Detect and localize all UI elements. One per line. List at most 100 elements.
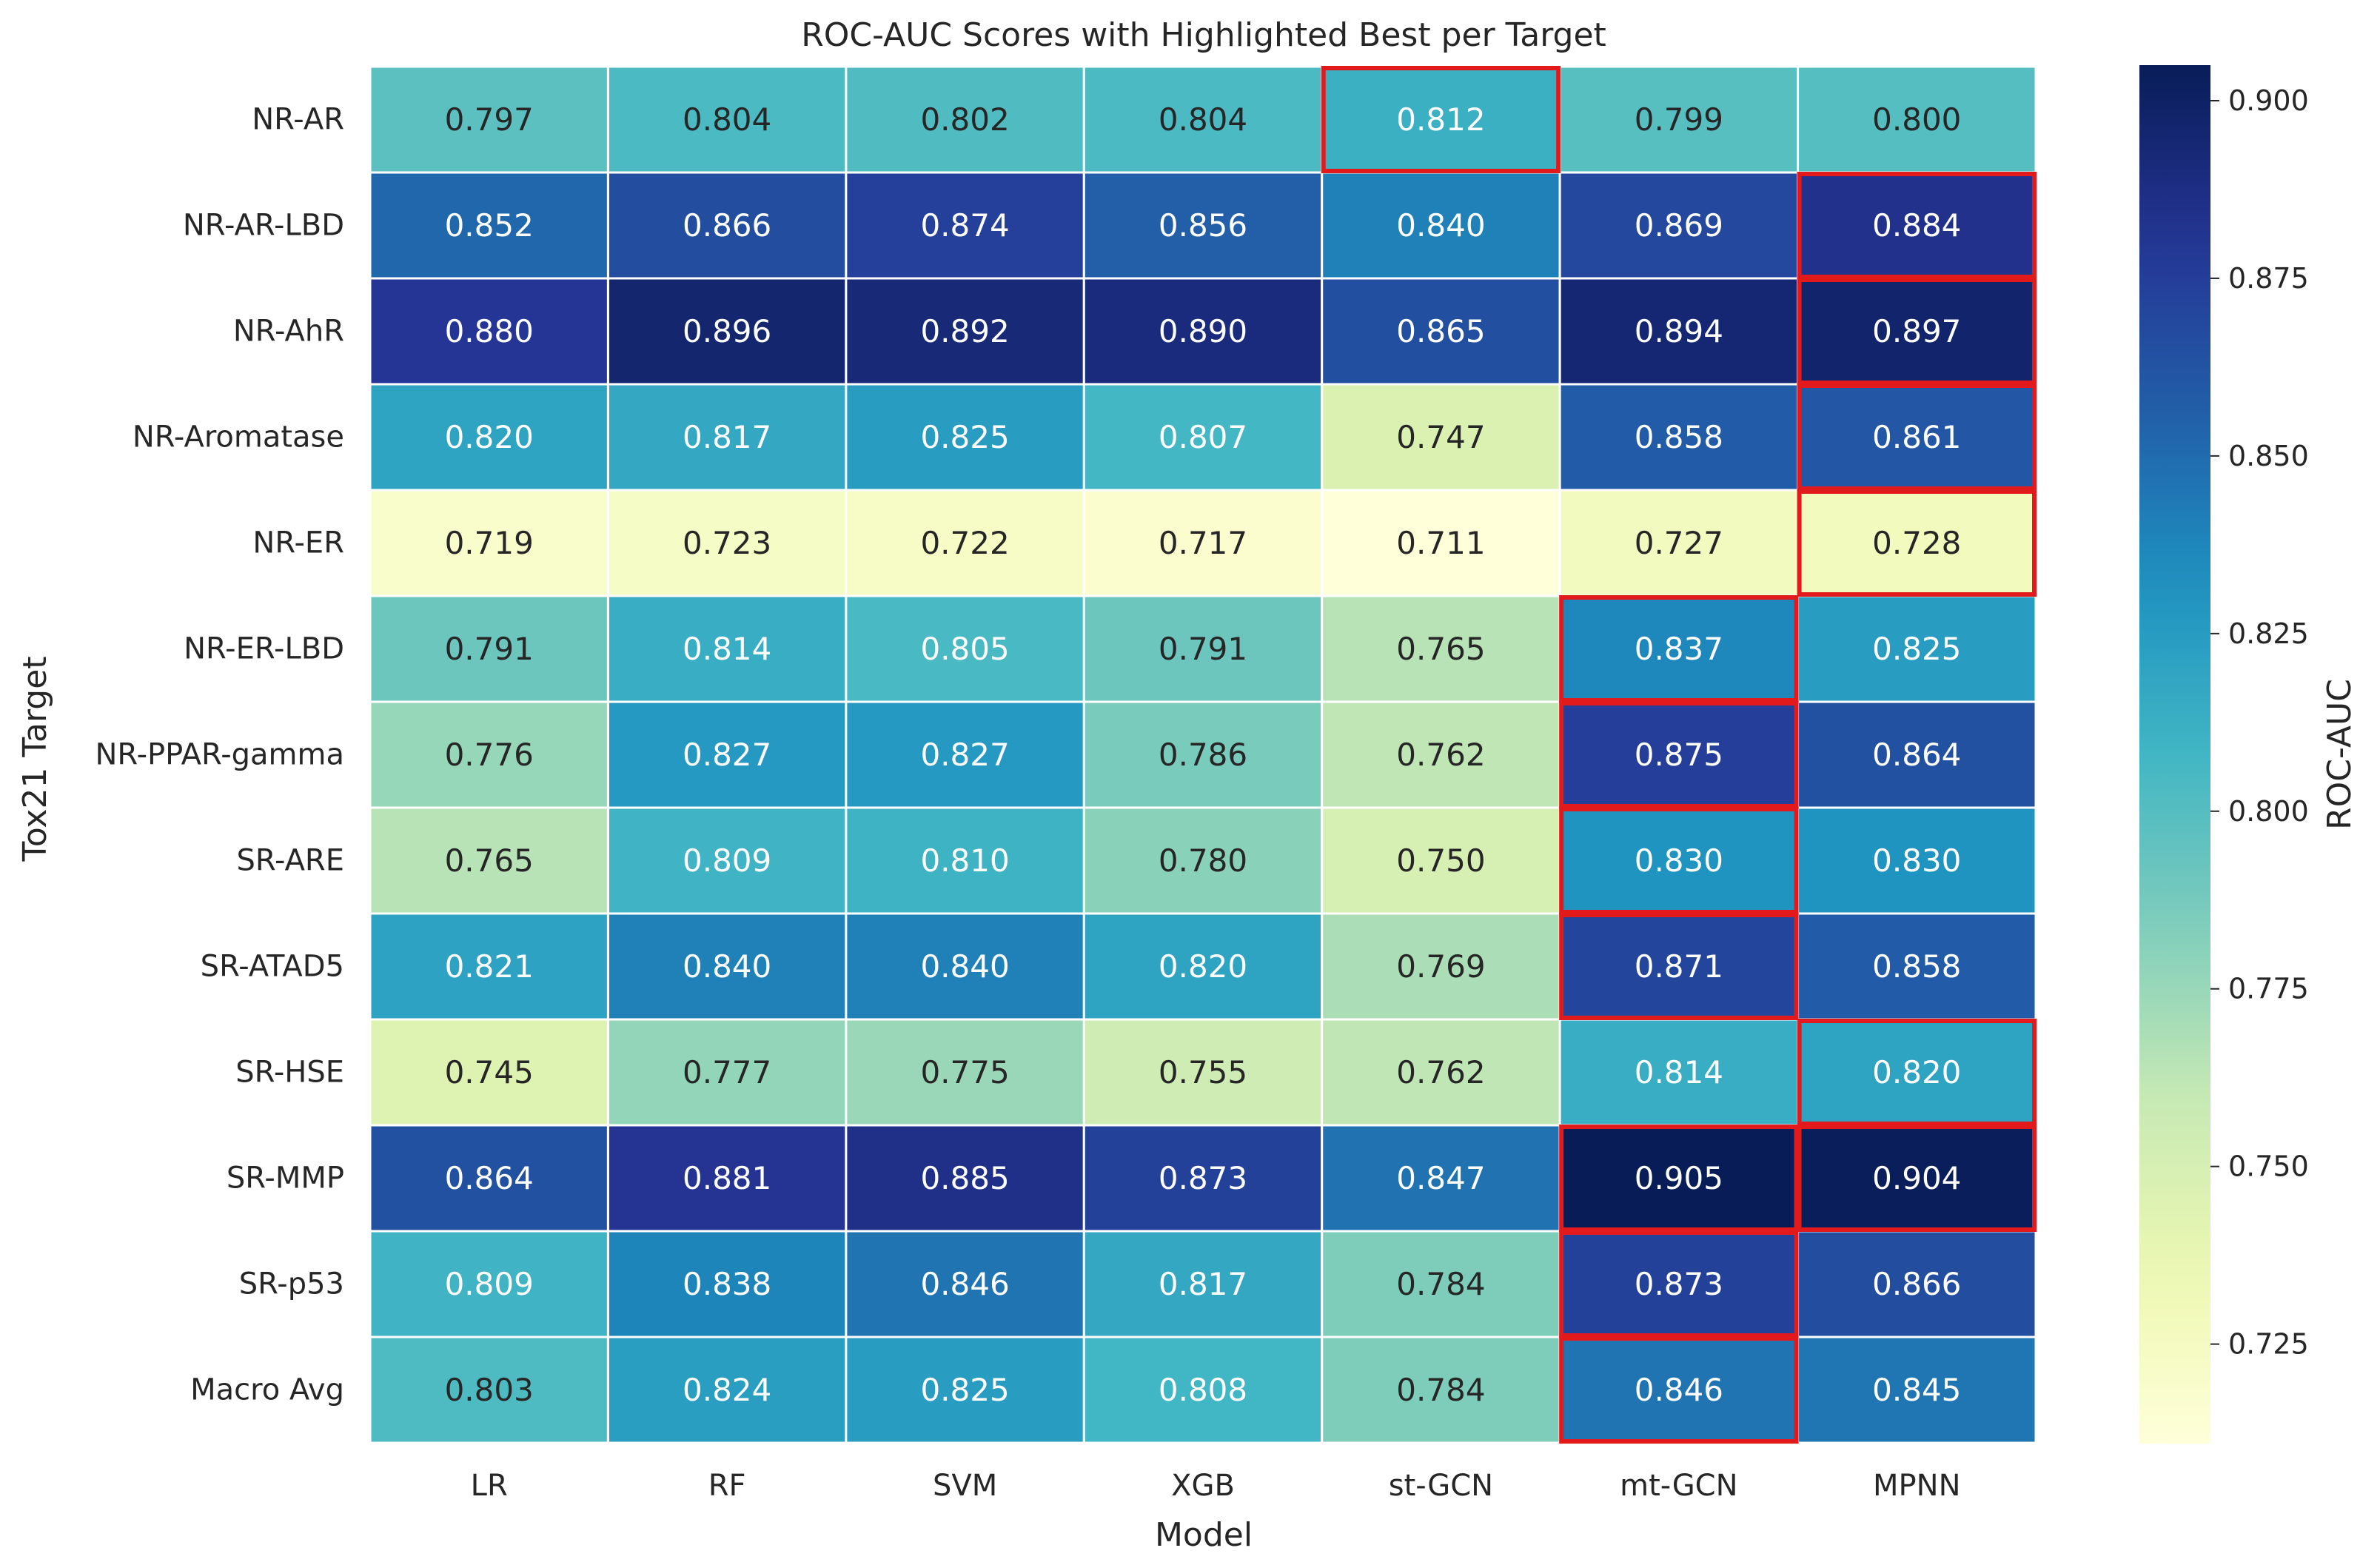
heatmap-cell xyxy=(1321,1124,1561,1233)
cell-value-label: 0.825 xyxy=(1872,631,1961,667)
cell-value-label: 0.885 xyxy=(920,1160,1009,1196)
cell-value-label: 0.827 xyxy=(920,737,1009,773)
heatmap-cell xyxy=(845,1124,1085,1233)
cell-value-label: 0.803 xyxy=(445,1372,534,1408)
cell-value-label: 0.745 xyxy=(445,1054,534,1090)
cell-value-label: 0.873 xyxy=(1159,1160,1247,1196)
heatmap-cell xyxy=(369,594,609,703)
heatmap-cell xyxy=(1797,806,2037,915)
heatmap-cell xyxy=(1797,1018,2037,1127)
cell-value-label: 0.780 xyxy=(1159,842,1247,879)
x-tick-mt-gcn: mt-GCN xyxy=(1620,1469,1737,1503)
cell-value-label: 0.807 xyxy=(1159,419,1247,455)
heatmap-cell xyxy=(369,1336,609,1444)
y-tick-nr-er-lbd: NR-ER-LBD xyxy=(184,632,344,666)
best-score-highlight xyxy=(1559,595,1799,703)
y-tick-sr-hse: SR-HSE xyxy=(235,1056,344,1090)
heatmap-cell xyxy=(369,65,609,174)
colorbar-label: ROC-AUC xyxy=(2321,679,2359,830)
heatmap-cell xyxy=(1558,383,1800,492)
heatmap-cell xyxy=(369,700,609,809)
heatmap-cell xyxy=(845,594,1085,703)
cell-value-label: 0.817 xyxy=(1159,1266,1247,1302)
cell-value-label: 0.896 xyxy=(683,313,771,349)
best-score-highlight xyxy=(1559,913,1799,1020)
cell-value-label: 0.821 xyxy=(445,948,534,985)
heatmap-cell xyxy=(845,171,1085,280)
heatmap-cell xyxy=(845,489,1085,597)
best-score-highlight xyxy=(1797,1125,2037,1232)
cell-value-label: 0.881 xyxy=(683,1160,771,1196)
y-tick-nr-aromatase: NR-Aromatase xyxy=(133,420,344,455)
x-tick-st-gcn: st-GCN xyxy=(1389,1469,1493,1503)
best-score-highlight xyxy=(1559,701,1799,808)
heatmap-cell xyxy=(1797,1124,2037,1233)
colorbar-tick-label: 0.825 xyxy=(2228,617,2309,650)
cell-value-label: 0.809 xyxy=(445,1266,534,1302)
y-tick-sr-mmp: SR-MMP xyxy=(227,1162,344,1196)
heatmap-cell xyxy=(1797,700,2037,809)
cell-value-label: 0.825 xyxy=(920,1372,1009,1408)
heatmap-cell xyxy=(1558,806,1800,915)
cell-value-label: 0.861 xyxy=(1872,419,1961,455)
heatmap-cell xyxy=(369,806,609,915)
cell-value-label: 0.856 xyxy=(1159,207,1247,244)
heatmap-cells xyxy=(369,65,2037,1444)
best-score-highlight xyxy=(1321,66,1561,173)
colorbar-tick-label: 0.750 xyxy=(2228,1150,2309,1183)
cell-value-label: 0.873 xyxy=(1635,1266,1723,1302)
heatmap-cell xyxy=(1558,1124,1800,1233)
best-score-highlight xyxy=(1797,172,2037,279)
cell-value-label: 0.869 xyxy=(1635,207,1723,244)
cell-value-label: 0.852 xyxy=(445,207,534,244)
cell-value-label: 0.786 xyxy=(1159,737,1247,773)
heatmap-cell xyxy=(1082,383,1324,492)
cell-value-label: 0.722 xyxy=(920,525,1009,561)
cell-value-label: 0.880 xyxy=(445,313,534,349)
cell-value-label: 0.802 xyxy=(920,101,1009,138)
y-tick-macro-avg: Macro Avg xyxy=(190,1373,344,1407)
cell-value-label: 0.904 xyxy=(1872,1160,1961,1196)
cell-value-label: 0.809 xyxy=(683,842,771,879)
x-axis-label: Model xyxy=(1155,1516,1253,1554)
cell-value-label: 0.808 xyxy=(1159,1372,1247,1408)
best-score-highlight xyxy=(1559,1230,1799,1338)
cell-value-label: 0.762 xyxy=(1396,737,1485,773)
cell-value-label: 0.810 xyxy=(920,842,1009,879)
heatmap-cell xyxy=(845,700,1085,809)
cell-value-label: 0.840 xyxy=(683,948,771,985)
cell-value-label: 0.800 xyxy=(1872,101,1961,138)
colorbar-tick-label: 0.900 xyxy=(2228,84,2309,117)
cell-value-label: 0.711 xyxy=(1396,525,1485,561)
colorbar xyxy=(2139,65,2210,1444)
best-score-highlight xyxy=(1797,1019,2037,1126)
cell-value-label: 0.840 xyxy=(920,948,1009,985)
colorbar-tick-label: 0.850 xyxy=(2228,440,2309,472)
heatmap-cell xyxy=(606,594,848,703)
colorbar-ticks: 0.725 0.750 0.775 0.800 0.825 0.850 0.875 0.900 xyxy=(2210,84,2309,1361)
y-tick-nr-ppar-gamma: NR-PPAR-gamma xyxy=(95,738,344,772)
cell-value-label: 0.812 xyxy=(1396,101,1485,138)
heatmap-cell xyxy=(1558,277,1800,386)
y-tick-sr-p53: SR-p53 xyxy=(239,1267,344,1301)
x-axis-tick-labels: LR RF SVM XGB st-GCN mt-GCN MPNN xyxy=(471,1469,1961,1503)
cell-value-label: 0.820 xyxy=(445,419,534,455)
cell-value-label: 0.864 xyxy=(445,1160,534,1196)
cell-value-label: 0.814 xyxy=(1635,1054,1723,1090)
heatmap-cell xyxy=(1321,806,1561,915)
cell-value-label: 0.838 xyxy=(683,1266,771,1302)
best-score-highlight xyxy=(1797,489,2037,597)
cell-value-label: 0.719 xyxy=(445,525,534,561)
cell-value-label: 0.892 xyxy=(920,313,1009,349)
cell-value-label: 0.784 xyxy=(1396,1372,1485,1408)
heatmap-cell xyxy=(845,1018,1085,1127)
heatmap-cell xyxy=(845,1336,1085,1444)
cell-value-label: 0.864 xyxy=(1872,737,1961,773)
heatmap-cell xyxy=(845,65,1085,174)
heatmap-cell xyxy=(1082,806,1324,915)
cell-value-label: 0.804 xyxy=(1159,101,1247,138)
heatmap-cell xyxy=(606,277,848,386)
cell-value-label: 0.769 xyxy=(1396,948,1485,985)
heatmap-cell xyxy=(1082,1124,1324,1233)
